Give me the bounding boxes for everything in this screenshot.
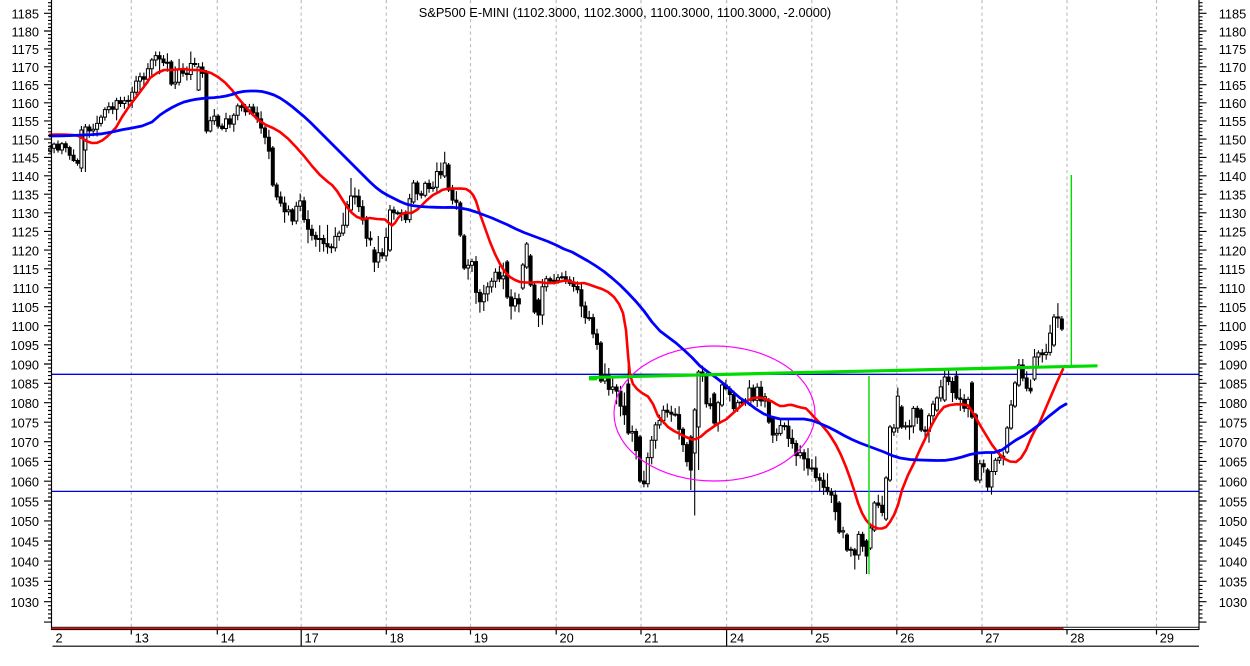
svg-text:1045: 1045 — [11, 534, 39, 549]
svg-text:1160: 1160 — [11, 96, 39, 111]
svg-text:1165: 1165 — [11, 78, 39, 93]
svg-text:20: 20 — [560, 630, 574, 645]
svg-text:1085: 1085 — [11, 377, 39, 392]
svg-text:1180: 1180 — [1219, 24, 1247, 39]
svg-text:1130: 1130 — [11, 206, 39, 221]
svg-text:1150: 1150 — [1219, 132, 1247, 147]
svg-text:19: 19 — [474, 630, 488, 645]
svg-text:1185: 1185 — [11, 7, 39, 22]
svg-text:1170: 1170 — [1219, 60, 1247, 75]
svg-text:1040: 1040 — [1219, 554, 1247, 569]
svg-text:1115: 1115 — [12, 262, 39, 277]
svg-text:1130: 1130 — [1219, 206, 1247, 221]
svg-text:25: 25 — [815, 630, 829, 645]
svg-text:1095: 1095 — [1219, 338, 1247, 353]
svg-text:1120: 1120 — [1219, 243, 1247, 258]
svg-text:1140: 1140 — [1219, 169, 1247, 184]
svg-text:29: 29 — [1160, 630, 1174, 645]
svg-text:1175: 1175 — [11, 42, 39, 57]
svg-text:21: 21 — [644, 630, 658, 645]
svg-text:1065: 1065 — [11, 455, 39, 470]
svg-text:1035: 1035 — [1219, 575, 1247, 590]
svg-text:1060: 1060 — [1219, 475, 1247, 490]
svg-text:1180: 1180 — [11, 24, 39, 39]
svg-text:1050: 1050 — [1219, 514, 1247, 529]
svg-text:24: 24 — [730, 630, 744, 645]
svg-text:1030: 1030 — [1219, 595, 1247, 610]
svg-text:1145: 1145 — [1219, 151, 1247, 166]
svg-text:1075: 1075 — [1219, 416, 1247, 431]
svg-text:1080: 1080 — [11, 396, 39, 411]
svg-text:1080: 1080 — [1219, 396, 1247, 411]
svg-text:1160: 1160 — [1219, 96, 1247, 111]
svg-text:1065: 1065 — [1219, 455, 1247, 470]
svg-text:1170: 1170 — [11, 60, 39, 75]
svg-text:1070: 1070 — [1219, 435, 1247, 450]
svg-text:1145: 1145 — [11, 151, 39, 166]
svg-text:1125: 1125 — [11, 225, 39, 240]
svg-text:1030: 1030 — [11, 595, 39, 610]
svg-text:1140: 1140 — [11, 169, 39, 184]
svg-text:1105: 1105 — [11, 300, 39, 315]
svg-text:1060: 1060 — [11, 475, 39, 490]
svg-text:1100: 1100 — [1219, 319, 1247, 334]
svg-text:28: 28 — [1070, 630, 1084, 645]
svg-text:1155: 1155 — [11, 114, 39, 129]
svg-text:14: 14 — [221, 630, 235, 645]
svg-text:1135: 1135 — [1219, 188, 1247, 203]
svg-text:26: 26 — [900, 630, 914, 645]
svg-text:1070: 1070 — [11, 435, 39, 450]
svg-text:1175: 1175 — [1219, 42, 1247, 57]
svg-text:1110: 1110 — [12, 281, 39, 296]
svg-text:1135: 1135 — [11, 188, 39, 203]
svg-text:13: 13 — [135, 630, 149, 645]
svg-text:27: 27 — [985, 630, 999, 645]
svg-text:1185: 1185 — [1219, 7, 1247, 22]
svg-text:1125: 1125 — [1219, 225, 1247, 240]
svg-text:1150: 1150 — [11, 132, 39, 147]
svg-text:1110: 1110 — [1219, 281, 1246, 296]
svg-text:1115: 1115 — [1219, 262, 1246, 277]
svg-text:1105: 1105 — [1219, 300, 1247, 315]
svg-text:1045: 1045 — [1219, 534, 1247, 549]
svg-text:1055: 1055 — [11, 494, 39, 509]
svg-text:1090: 1090 — [1219, 357, 1247, 372]
svg-text:2: 2 — [56, 630, 63, 645]
svg-text:1040: 1040 — [11, 554, 39, 569]
svg-text:17: 17 — [305, 630, 319, 645]
svg-text:1155: 1155 — [1219, 114, 1247, 129]
svg-text:1090: 1090 — [11, 357, 39, 372]
svg-text:1035: 1035 — [11, 575, 39, 590]
svg-text:1120: 1120 — [11, 243, 39, 258]
svg-text:1165: 1165 — [1219, 78, 1247, 93]
svg-text:S&P500 E-MINI (1102.3000, 1102: S&P500 E-MINI (1102.3000, 1102.3000, 110… — [419, 5, 831, 20]
svg-text:1085: 1085 — [1219, 377, 1247, 392]
svg-text:1095: 1095 — [11, 338, 39, 353]
svg-text:1050: 1050 — [11, 514, 39, 529]
svg-text:1075: 1075 — [11, 416, 39, 431]
svg-text:1055: 1055 — [1219, 494, 1247, 509]
svg-text:18: 18 — [390, 630, 404, 645]
svg-text:1100: 1100 — [11, 319, 39, 334]
